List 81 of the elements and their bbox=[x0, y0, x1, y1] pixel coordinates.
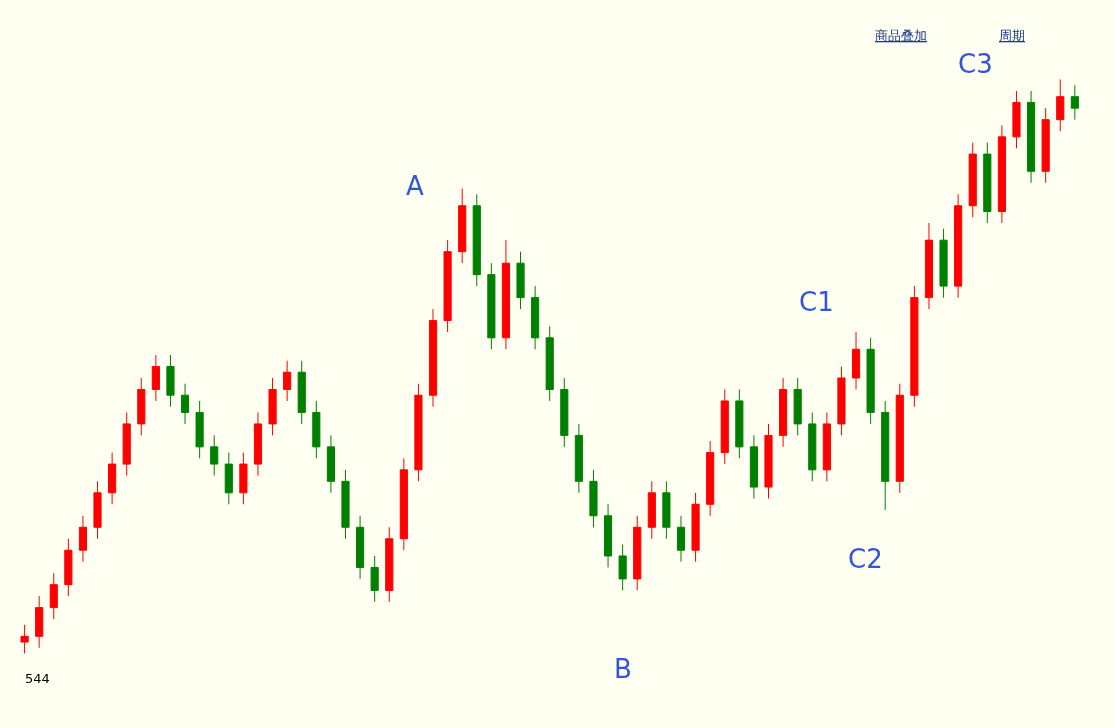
candlestick bbox=[35, 595, 44, 649]
candlestick bbox=[589, 469, 598, 528]
candlestick bbox=[851, 331, 861, 390]
candlestick bbox=[779, 377, 788, 448]
candlestick bbox=[356, 515, 365, 580]
candlestick bbox=[399, 457, 408, 551]
candlestick bbox=[633, 515, 642, 591]
candlestick bbox=[531, 285, 540, 350]
candlestick bbox=[793, 377, 802, 436]
candlestick bbox=[618, 543, 627, 591]
candlestick bbox=[895, 383, 904, 494]
annotation: C1 bbox=[799, 287, 834, 317]
candlestick bbox=[837, 366, 846, 436]
candlestick bbox=[560, 377, 569, 448]
candlestick bbox=[78, 515, 88, 563]
candlestick bbox=[764, 423, 773, 500]
candlestick bbox=[443, 239, 452, 333]
candlestick bbox=[968, 142, 977, 218]
candlestick bbox=[122, 411, 131, 477]
candlestick bbox=[1070, 84, 1079, 121]
text: 周期 bbox=[999, 28, 1025, 43]
candlestick bbox=[341, 469, 350, 540]
text: 商品叠加 bbox=[875, 28, 927, 43]
candlestick bbox=[180, 383, 190, 425]
candlestick bbox=[166, 354, 175, 408]
candlestick bbox=[239, 452, 248, 505]
text: 544 bbox=[25, 671, 50, 686]
candlestick bbox=[195, 400, 204, 459]
annotation: A bbox=[406, 171, 424, 201]
candlestick bbox=[954, 193, 963, 299]
candlestick bbox=[458, 188, 467, 264]
candlestick bbox=[268, 377, 277, 436]
annotation: C2 bbox=[848, 544, 883, 574]
candlestick bbox=[108, 452, 117, 505]
candlestick bbox=[910, 285, 919, 408]
candlestick bbox=[20, 624, 29, 655]
candlestick bbox=[939, 228, 948, 299]
candlestick bbox=[822, 411, 831, 482]
candlestick bbox=[516, 251, 525, 310]
candlestick bbox=[224, 452, 233, 505]
candlestick bbox=[385, 526, 394, 603]
candlestick bbox=[326, 434, 335, 494]
candlestick bbox=[545, 325, 554, 402]
candlestick bbox=[312, 400, 321, 459]
candlestick bbox=[151, 354, 160, 402]
candlestick bbox=[297, 360, 306, 425]
candlestick bbox=[428, 308, 438, 408]
candlestick bbox=[720, 388, 729, 465]
candlestick bbox=[749, 434, 758, 500]
candlestick bbox=[676, 515, 686, 563]
candlestick bbox=[647, 480, 656, 540]
candlestick bbox=[414, 383, 423, 482]
candlestick bbox=[64, 538, 73, 597]
candlestick bbox=[49, 572, 58, 620]
candlestick bbox=[881, 400, 890, 511]
candlestick bbox=[983, 142, 992, 224]
candlestick bbox=[603, 503, 613, 568]
candlestick bbox=[472, 193, 481, 287]
candlestick bbox=[997, 124, 1006, 224]
candlestick bbox=[93, 480, 102, 540]
candlestick bbox=[808, 411, 817, 482]
candlestick bbox=[706, 440, 715, 517]
text: C3 bbox=[958, 49, 993, 79]
candlestick bbox=[283, 360, 292, 402]
candlestick bbox=[735, 388, 744, 459]
candlestick bbox=[924, 222, 934, 310]
candlestick bbox=[370, 555, 379, 603]
candlestick bbox=[662, 480, 671, 540]
candlestick bbox=[487, 262, 496, 350]
candlestick bbox=[1012, 90, 1021, 149]
candlestick bbox=[253, 411, 263, 477]
candlestick bbox=[866, 337, 875, 425]
candlestick bbox=[1026, 90, 1036, 184]
candlestick bbox=[1041, 107, 1050, 184]
candlestick bbox=[210, 434, 219, 477]
candlestick bbox=[501, 239, 511, 350]
text: B bbox=[614, 654, 632, 684]
candlestick bbox=[691, 492, 700, 563]
candlestick bbox=[574, 423, 583, 494]
candlestick bbox=[137, 377, 146, 436]
candlestick bbox=[1056, 78, 1065, 132]
